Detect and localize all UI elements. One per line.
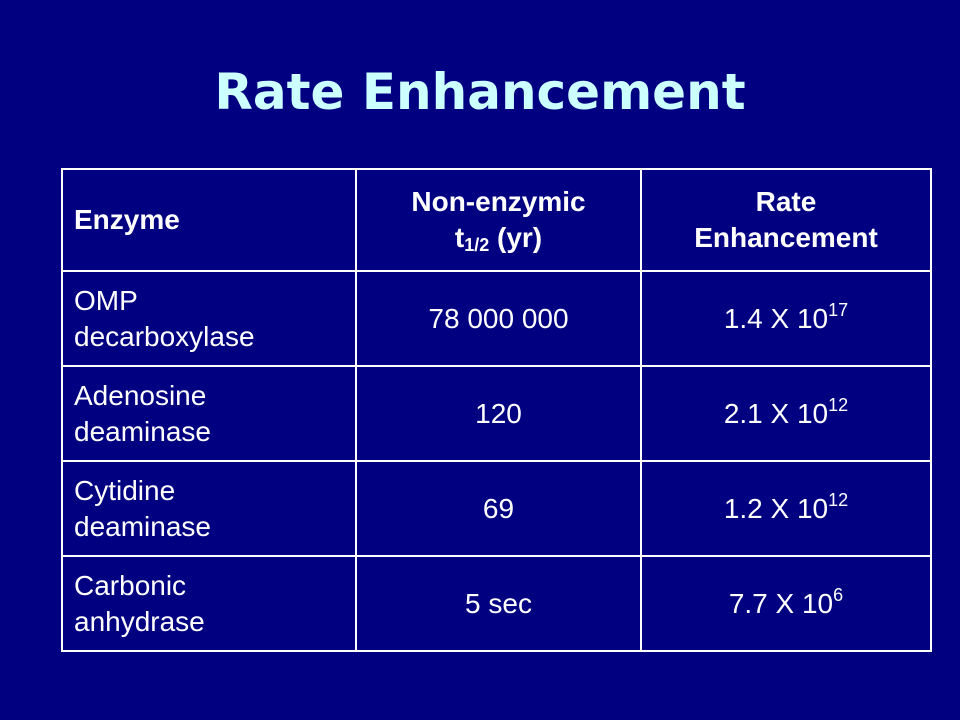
cell-half-life: 78 000 000 <box>355 270 642 367</box>
enzyme-name-line1: Adenosine <box>74 379 207 411</box>
enzyme-name-line2: deaminase <box>74 415 211 447</box>
cell-rate-enhancement: 2.1 X 1012 <box>640 365 932 462</box>
rate-exponent: 17 <box>828 299 849 320</box>
enzyme-name-line2: anhydrase <box>74 605 205 637</box>
slide-title: Rate Enhancement <box>214 63 746 121</box>
rate-base: 2.1 X 10 <box>723 397 829 429</box>
rate-base: 7.7 X 10 <box>728 587 834 619</box>
table-row: Cytidine deaminase 69 1.2 X 1012 <box>61 460 932 557</box>
header-nonenzymic-half-life: Non-enzymic t1/2 (yr) <box>355 168 642 272</box>
cell-enzyme-name: OMP decarboxylase <box>61 270 357 367</box>
half-life-unit: (yr) <box>489 222 543 253</box>
rate-exponent: 12 <box>828 489 849 510</box>
header-rate-line1: Rate <box>755 186 817 217</box>
table-header-row: Enzyme Non-enzymic t1/2 (yr) Rate Enhanc… <box>61 168 932 272</box>
enzyme-name-line1: Carbonic <box>74 569 187 601</box>
header-nonenzymic-label: Non-enzymic <box>411 186 586 217</box>
enzyme-name-line1: Cytidine <box>74 474 176 506</box>
rate-exponent: 6 <box>833 584 844 605</box>
half-life-subscript: 1/2 <box>464 235 490 255</box>
enzyme-name-line2: deaminase <box>74 510 211 542</box>
enzyme-name-line1: OMP <box>74 284 138 316</box>
header-rate-line2: Enhancement <box>694 222 878 253</box>
table-row: OMP decarboxylase 78 000 000 1.4 X 1017 <box>61 270 932 367</box>
rate-enhancement-table: Enzyme Non-enzymic t1/2 (yr) Rate Enhanc… <box>61 168 932 652</box>
cell-half-life: 69 <box>355 460 642 557</box>
header-rate-enhancement: Rate Enhancement <box>640 168 932 272</box>
cell-enzyme-name: Adenosine deaminase <box>61 365 357 462</box>
cell-half-life: 5 sec <box>355 555 642 652</box>
half-life-symbol: t <box>454 222 465 253</box>
header-enzyme: Enzyme <box>61 168 357 272</box>
cell-enzyme-name: Cytidine deaminase <box>61 460 357 557</box>
rate-base: 1.4 X 10 <box>723 302 829 334</box>
cell-half-life: 120 <box>355 365 642 462</box>
rate-exponent: 12 <box>828 394 849 415</box>
rate-base: 1.2 X 10 <box>723 492 829 524</box>
header-half-life-label: t1/2 (yr) <box>363 220 634 256</box>
cell-rate-enhancement: 7.7 X 106 <box>640 555 932 652</box>
cell-rate-enhancement: 1.2 X 1012 <box>640 460 932 557</box>
cell-enzyme-name: Carbonic anhydrase <box>61 555 357 652</box>
cell-rate-enhancement: 1.4 X 1017 <box>640 270 932 367</box>
table-row: Adenosine deaminase 120 2.1 X 1012 <box>61 365 932 462</box>
enzyme-name-line2: decarboxylase <box>74 320 255 352</box>
table-row: Carbonic anhydrase 5 sec 7.7 X 106 <box>61 555 932 652</box>
